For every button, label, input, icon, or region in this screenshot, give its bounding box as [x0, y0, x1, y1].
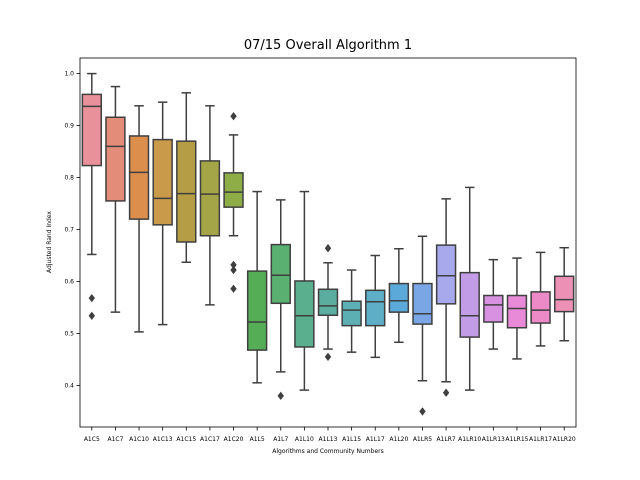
x-tick-label: A1C10: [129, 436, 149, 443]
box-A1LR17: [530, 291, 551, 324]
x-tick-label: A1LR20: [553, 436, 576, 443]
x-tick-label: A1L10: [295, 436, 314, 443]
x-tick-label: A1C20: [224, 436, 244, 443]
box-A1LR15: [506, 294, 528, 329]
box-A1C10: [128, 135, 150, 220]
y-tick-label: 0.5: [64, 330, 74, 337]
box-A1C17: [199, 160, 221, 237]
x-tick-label: A1L13: [319, 436, 338, 443]
box-A1L10: [294, 280, 315, 348]
x-tick-label: A1L5: [250, 436, 265, 443]
y-tick-label: 0.6: [64, 278, 74, 285]
x-tick-label: A1C15: [176, 436, 196, 443]
outlier-point: [230, 265, 237, 275]
x-tick-label: A1L20: [389, 436, 408, 443]
outlier-point: [230, 284, 237, 293]
x-tick-label: A1C7: [107, 436, 123, 443]
y-tick-label: 0.8: [64, 175, 74, 182]
box-A1L20: [388, 282, 410, 313]
x-tick-label: A1C5: [84, 436, 100, 443]
x-axis-label: Algorithms and Community Numbers: [272, 448, 383, 455]
box-A1C15: [176, 140, 197, 243]
box-A1L5: [246, 270, 268, 351]
box-A1C20: [223, 172, 244, 208]
outlier-point: [324, 244, 332, 253]
y-axis-label: Adjusted Rand Index: [46, 211, 53, 273]
outlier-point: [230, 112, 237, 121]
box-A1LR5: [412, 282, 433, 325]
x-tick-label: A1L17: [366, 436, 385, 443]
box-A1L17: [365, 289, 386, 327]
x-tick-label: A1LR10: [458, 436, 481, 443]
y-tick-label: 0.9: [64, 123, 74, 130]
outlier-point: [324, 352, 332, 361]
outlier-point: [419, 407, 426, 416]
x-tick-label: A1LR5: [413, 436, 432, 443]
box-A1LR20: [553, 275, 575, 313]
box-A1LR10: [459, 271, 480, 338]
y-tick-label: 0.4: [64, 382, 74, 389]
y-tick-label: 0.7: [64, 227, 74, 234]
box-A1L15: [341, 300, 362, 327]
x-tick-label: A1L15: [342, 436, 361, 443]
outlier-point: [230, 260, 237, 270]
box-A1L7: [270, 243, 291, 305]
x-tick-label: A1C13: [153, 436, 173, 443]
x-tick-label: A1LR13: [482, 436, 505, 443]
x-tick-label: A1LR15: [505, 436, 528, 443]
x-tick-label: A1LR7: [436, 436, 455, 443]
outlier-point: [88, 293, 96, 303]
box-A1C5: [81, 93, 103, 167]
box-A1L13: [317, 288, 339, 317]
x-tick-label: A1LR17: [529, 436, 552, 443]
plot-frame: [79, 57, 577, 428]
y-tick-label: 1.0: [64, 71, 74, 78]
box-A1C13: [152, 138, 173, 226]
box-A1C7: [105, 116, 126, 202]
x-tick-label: A1L7: [273, 436, 288, 443]
outlier-point: [442, 388, 450, 397]
box-A1LR7: [435, 244, 457, 305]
chart-title: 07/15 Overall Algorithm 1: [244, 38, 412, 53]
outlier-point: [277, 391, 284, 400]
outlier-point: [88, 311, 96, 320]
x-tick-label: A1C17: [200, 436, 220, 443]
box-A1LR13: [483, 294, 504, 323]
